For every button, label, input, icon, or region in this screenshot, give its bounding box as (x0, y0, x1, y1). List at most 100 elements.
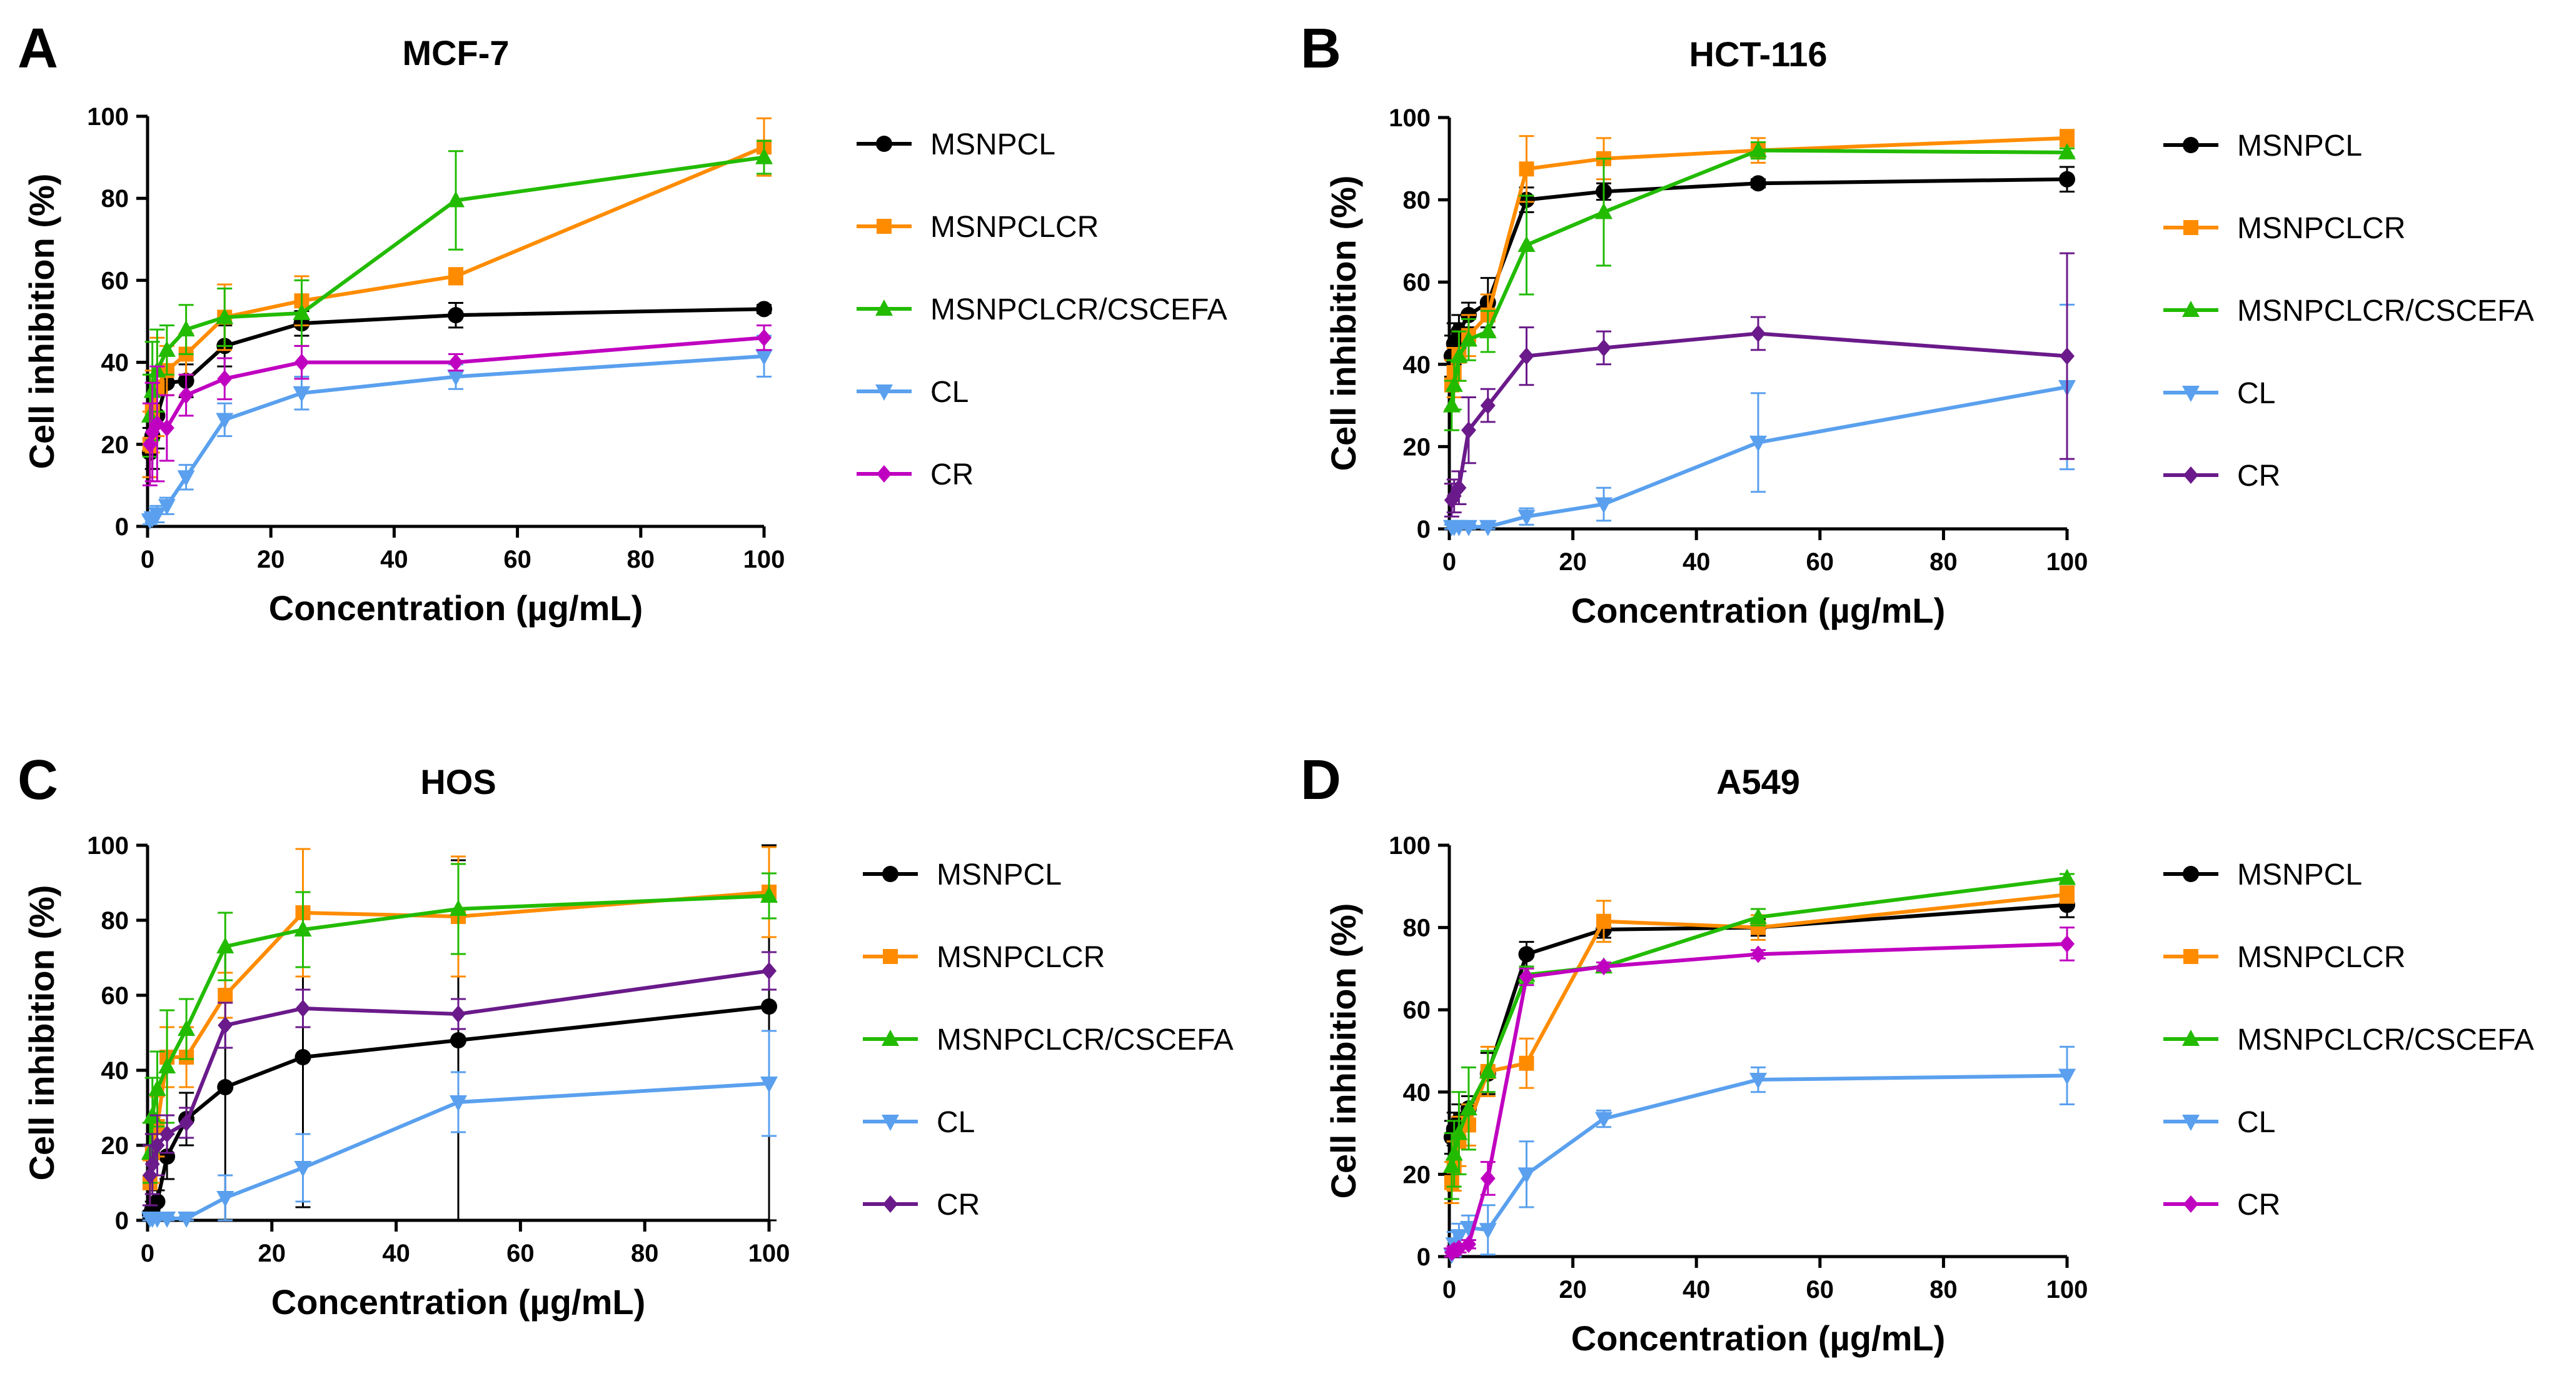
legend-label: MSNPCLCR/CSCEFA (930, 293, 1227, 326)
legend-item-cl: CL (2163, 377, 2275, 410)
legend-label: CR (2237, 1188, 2280, 1222)
legend-item-msnpclcr-cscefa: MSNPCLCR/CSCEFA (2163, 1023, 2534, 1057)
legend-label: MSNPCL (2237, 858, 2362, 891)
y-tick-label: 80 (1403, 187, 1431, 214)
data-point (216, 308, 234, 324)
data-point (2058, 143, 2076, 159)
legend-swatch-marker (2182, 1030, 2200, 1046)
legend: MSNPCL MSNPCLCR MSNPCLCR/CSCEFA CL CR (2163, 858, 2534, 1222)
panel-letter: A (18, 18, 58, 80)
data-point (142, 435, 158, 453)
legend-item-msnpcl: MSNPCL (2163, 858, 2362, 891)
legend-label: MSNPCLCR/CSCEFA (2237, 1023, 2534, 1057)
x-tick-label: 80 (1929, 1276, 1958, 1303)
y-tick-label: 0 (1417, 516, 1431, 543)
series-msnpclcr (142, 117, 772, 478)
y-tick-label: 80 (101, 185, 129, 213)
legend-swatch-marker (2182, 386, 2200, 402)
data-point (755, 349, 773, 366)
data-point (294, 353, 309, 371)
data-point (1480, 1169, 1496, 1187)
chart-panel-b: B HCT-116 0 20 40 60 80 100 0 20 40 60 80 100 Concentr… (1301, 18, 2534, 630)
data-point (1459, 330, 1477, 347)
axes: 0 20 40 60 80 100 0 20 40 60 80 100 (87, 103, 785, 573)
data-point (1445, 375, 1463, 392)
data-point (1517, 510, 1536, 526)
x-tick-label: 100 (2046, 1276, 2088, 1303)
data-point (1595, 1112, 1613, 1128)
data-point (2060, 347, 2075, 365)
data-point (1479, 520, 1497, 536)
y-tick-label: 60 (101, 267, 129, 294)
series-line (148, 145, 765, 445)
y-tick-label: 60 (1403, 269, 1431, 296)
data-point (216, 413, 234, 429)
series-msnpclcr (1444, 129, 2075, 411)
legend-item-msnpclcr: MSNPCLCR (857, 211, 1099, 244)
legend-label: CL (937, 1106, 975, 1139)
x-tick-label: 0 (141, 546, 154, 573)
series-msnpclcr-cscefa (141, 863, 778, 1184)
legend-swatch-marker (883, 1195, 898, 1213)
y-tick-label: 20 (1403, 433, 1431, 461)
panel-letter: C (18, 749, 58, 811)
legend-swatch-marker (2183, 866, 2199, 882)
legend-label: CR (2237, 459, 2280, 493)
data-point (1518, 946, 1535, 963)
data-point (149, 1193, 166, 1210)
series-cl (1442, 303, 2076, 536)
data-point (2060, 886, 2075, 902)
data-point (756, 301, 772, 318)
y-tick-label: 20 (101, 431, 129, 459)
legend-swatch-marker (875, 384, 893, 401)
legend-item-cl: CL (2163, 1106, 2275, 1139)
x-tick-label: 100 (743, 546, 785, 573)
data-point (757, 329, 772, 347)
x-axis-label: Concentration (µg/mL) (1571, 1318, 1945, 1358)
chart-panel-c: C HOS 0 20 40 60 80 100 0 20 40 60 80 100 Concentratio… (18, 749, 1234, 1322)
y-tick-label: 100 (87, 103, 129, 131)
data-point (450, 1095, 467, 1112)
data-point (1442, 1157, 1461, 1173)
data-point (762, 962, 777, 980)
series-cl (1442, 1045, 2076, 1264)
legend-item-msnpcl: MSNPCL (857, 128, 1055, 161)
legend-label: MSNPCL (2237, 129, 2362, 163)
legend-swatch-marker (882, 1030, 899, 1046)
data-point (1451, 479, 1467, 497)
legend: MSNPCL MSNPCLCR MSNPCLCR/CSCEFA CL CR (2163, 129, 2534, 493)
legend-swatch-marker (2182, 1115, 2200, 1131)
legend-label: MSNPCLCR (937, 941, 1105, 974)
legend-item-msnpclcr-cscefa: MSNPCLCR/CSCEFA (863, 1023, 1234, 1057)
data-point (177, 470, 195, 487)
y-axis-label: Cell inhibition (%) (1324, 903, 1363, 1199)
data-point (1749, 141, 1767, 158)
y-axis-label: Cell inhibition (%) (1324, 176, 1363, 471)
series-msnpclcr-cscefa (1442, 141, 2076, 431)
panel-letter: B (1301, 18, 1341, 80)
data-point (1595, 203, 1613, 219)
data-point (1445, 1144, 1463, 1161)
series-line (1451, 385, 2068, 529)
data-point (294, 920, 312, 937)
data-point (218, 988, 233, 1003)
data-point (179, 1114, 194, 1132)
y-tick-label: 100 (1389, 832, 1431, 860)
x-axis-label: Concentration (µg/mL) (1571, 591, 1945, 630)
y-tick-label: 0 (115, 1207, 129, 1235)
legend-item-msnpclcr-cscefa: MSNPCLCR/CSCEFA (2163, 294, 2534, 328)
data-point (1596, 339, 1611, 357)
x-tick-label: 0 (1442, 548, 1456, 576)
data-point (451, 1005, 466, 1023)
series-msnpclcr (1444, 885, 2075, 1204)
series-line (148, 894, 770, 1153)
data-point (293, 303, 311, 320)
legend-label: CL (2237, 1106, 2275, 1139)
data-point (448, 353, 463, 371)
series-line (1450, 942, 2068, 1254)
data-point (158, 1057, 176, 1073)
data-point (148, 507, 166, 524)
axes: 0 20 40 60 80 100 0 20 40 60 80 100 (1389, 104, 2088, 576)
data-point (2058, 868, 2076, 885)
legend-item-cr: CR (2163, 459, 2280, 493)
